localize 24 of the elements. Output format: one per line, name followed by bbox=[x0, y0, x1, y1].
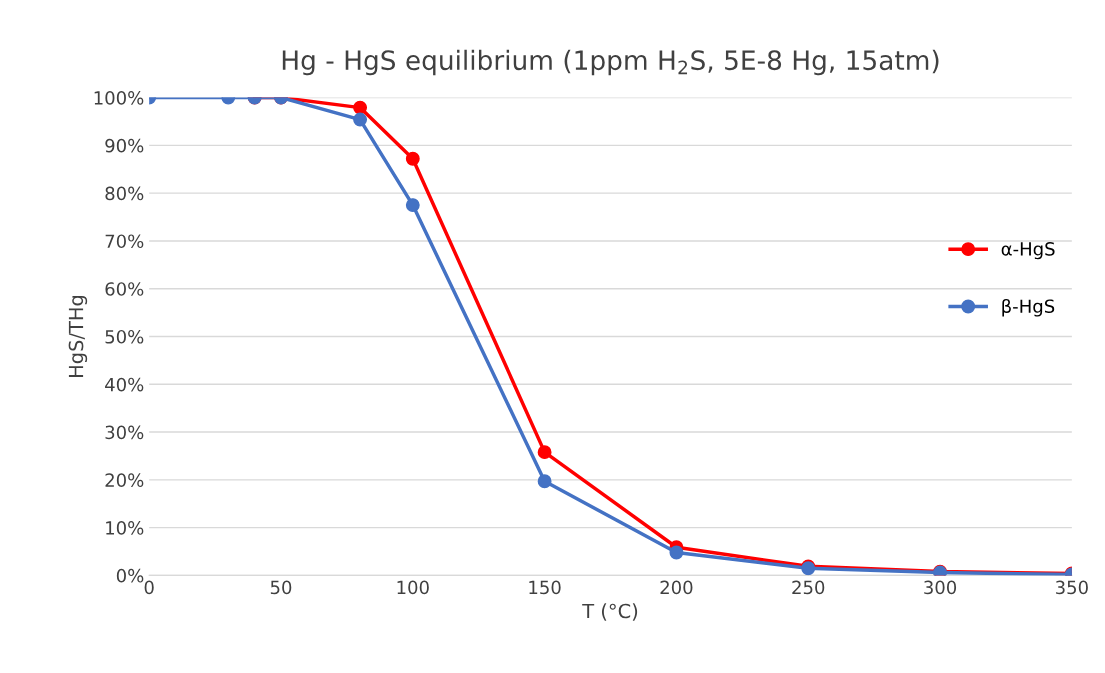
x-tick-label: 300 bbox=[924, 580, 957, 595]
y-axis-title: HgS/THg bbox=[68, 295, 88, 377]
x-axis-title: T (°C) bbox=[582, 603, 638, 621]
y-tick-label: 30% bbox=[105, 425, 144, 440]
x-tick-label: 0 bbox=[144, 580, 154, 595]
y-tick-label: 50% bbox=[105, 329, 144, 344]
y-tick-label: 60% bbox=[105, 282, 144, 296]
x-tick-label: 250 bbox=[792, 580, 825, 595]
y-tick-label: 20% bbox=[105, 473, 144, 487]
x-tick-label: 150 bbox=[529, 580, 561, 595]
x-tick-label: 50 bbox=[270, 580, 292, 595]
x-tick-label: 200 bbox=[660, 580, 693, 595]
y-tick-label: 100% bbox=[94, 91, 144, 105]
y-tick-label: 90% bbox=[105, 138, 144, 153]
y-tick-label: 80% bbox=[105, 186, 144, 201]
y-tick-label: 10% bbox=[106, 521, 144, 535]
x-tick-label: 100 bbox=[397, 580, 429, 595]
chart-title: Hg - HgS equilibrium (1ppm H$_{2}$S, 5E-8 Hg, 15atm) bbox=[282, 49, 939, 76]
y-tick-label: 70% bbox=[105, 234, 144, 249]
legend-label: β-HgS bbox=[1002, 298, 1055, 317]
legend-label: α-HgS bbox=[1001, 242, 1055, 260]
y-tick-label: 40% bbox=[105, 377, 144, 392]
y-tick-label: 0% bbox=[116, 568, 144, 583]
x-tick-label: 350 bbox=[1055, 580, 1088, 595]
